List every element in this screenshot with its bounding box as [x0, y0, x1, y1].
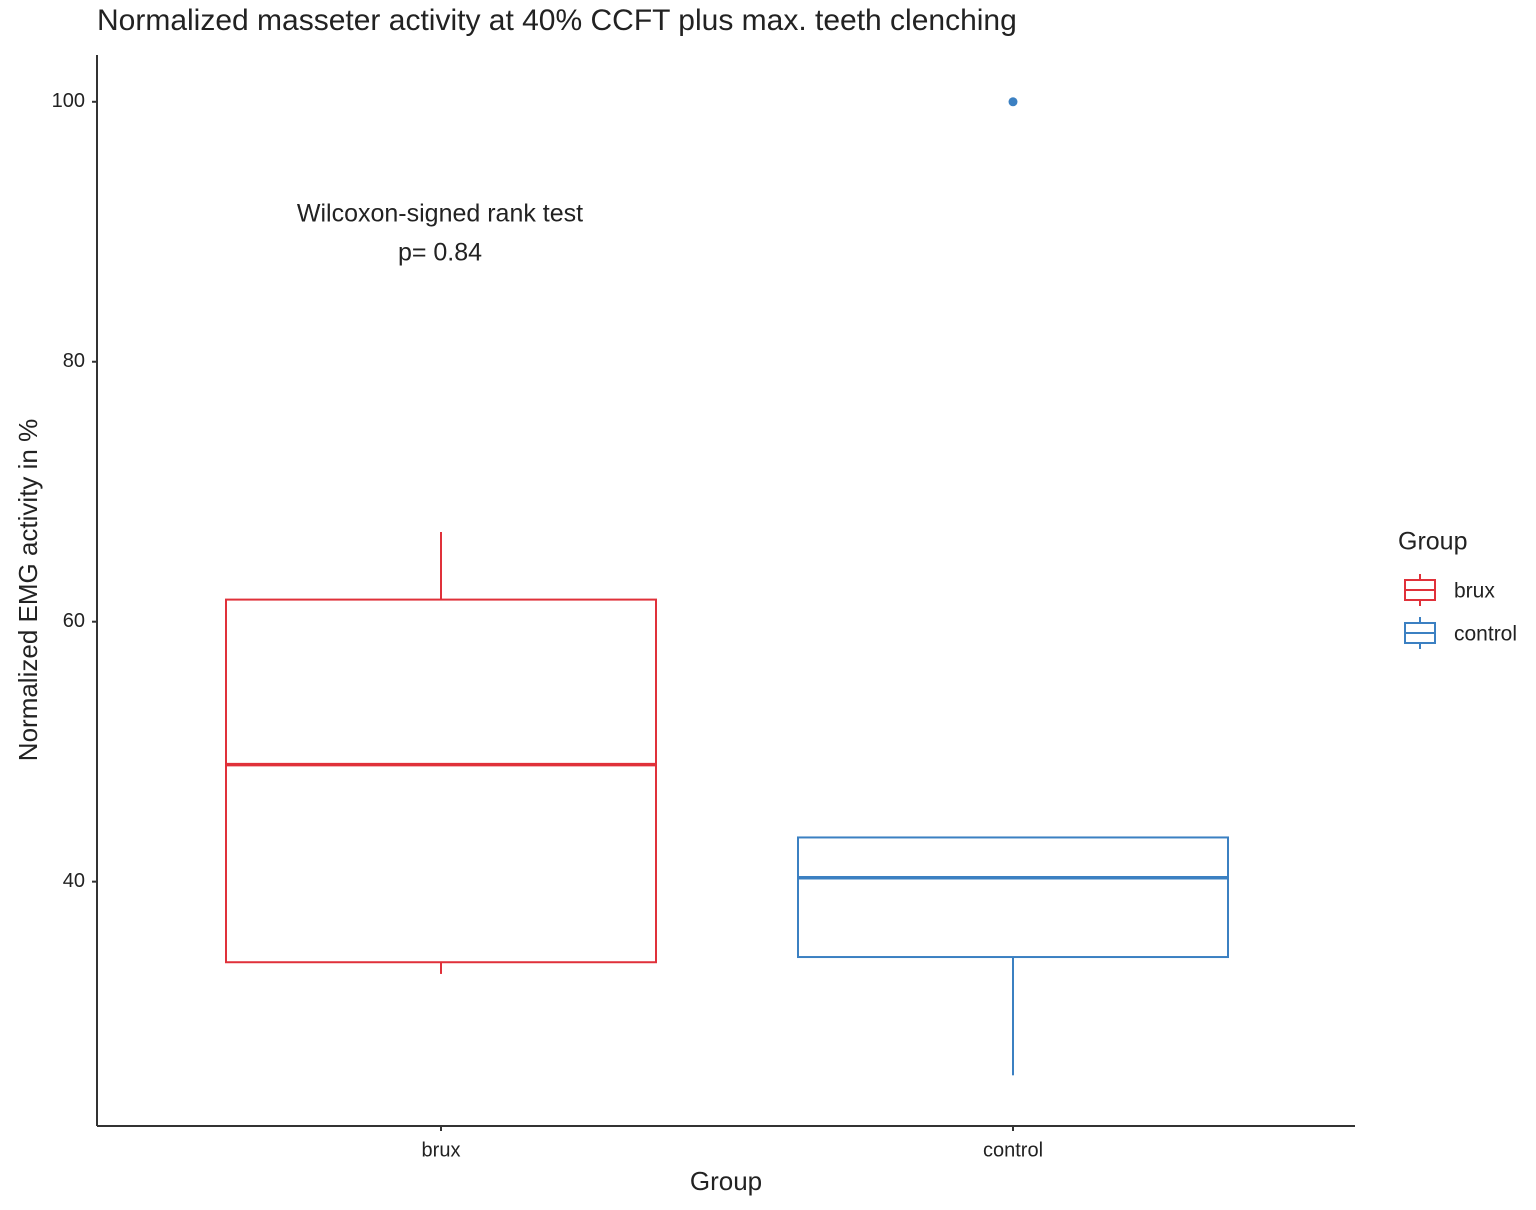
annotation: p= 0.84 — [398, 239, 482, 267]
chart-title: Normalized masseter activity at 40% CCFT… — [97, 4, 1017, 37]
y-tick-label: 100 — [52, 90, 85, 112]
y-axis-label: Normalized EMG activity in % — [13, 419, 43, 761]
y-tick-label: 60 — [63, 610, 85, 632]
legend-title: Group — [1398, 528, 1467, 556]
x-tick-label: control — [983, 1139, 1043, 1161]
y-tick-label: 40 — [63, 870, 85, 892]
legend-label: control — [1454, 623, 1517, 646]
x-axis-label: Group — [690, 1166, 762, 1196]
outlier — [1008, 97, 1018, 107]
box — [225, 598, 657, 964]
annotation: Wilcoxon-signed rank test — [297, 200, 583, 228]
box — [797, 836, 1229, 959]
y-tick-label: 80 — [63, 350, 85, 372]
legend-label: brux — [1454, 580, 1495, 603]
x-tick-label: brux — [422, 1139, 461, 1161]
